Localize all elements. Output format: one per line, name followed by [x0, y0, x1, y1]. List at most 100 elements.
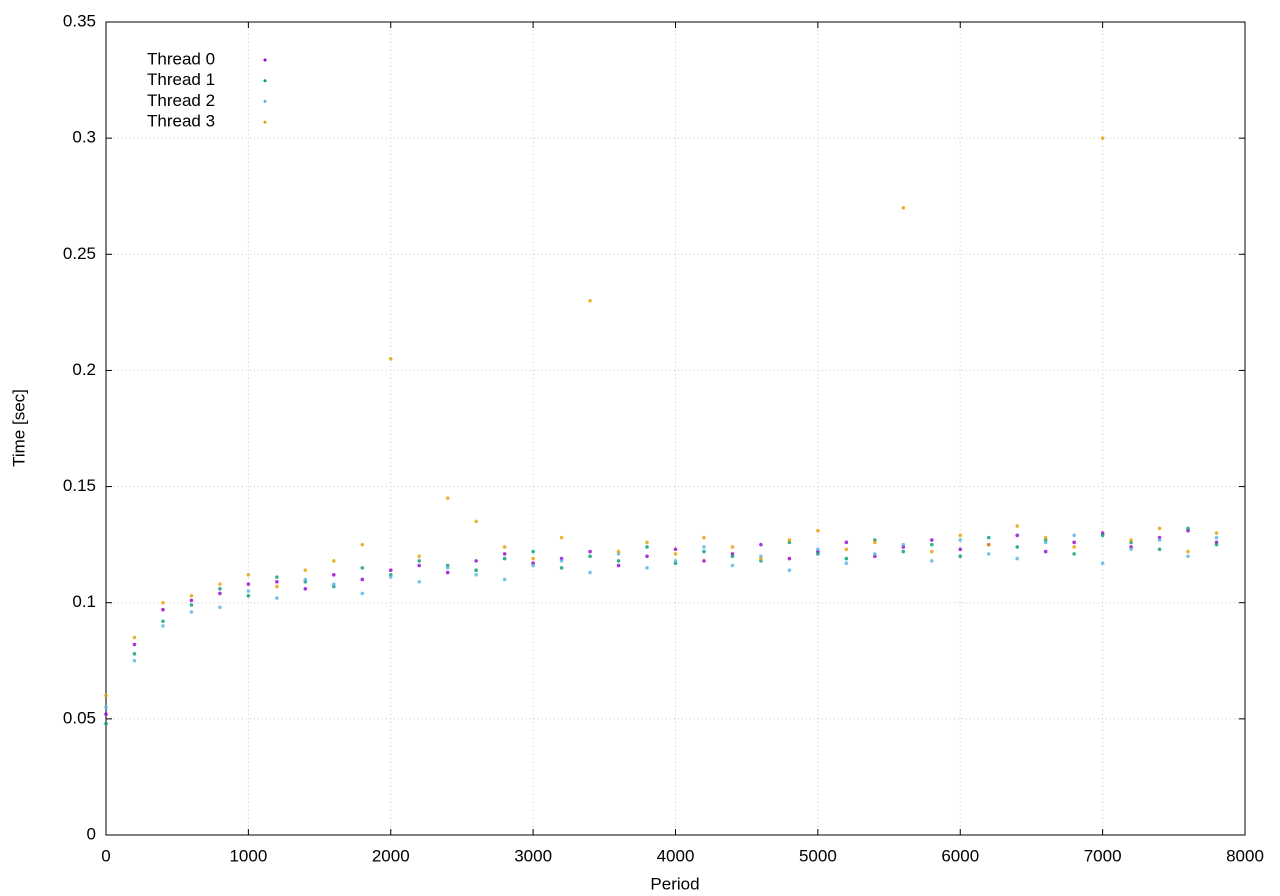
point — [759, 556, 763, 561]
point — [816, 552, 820, 556]
point — [645, 540, 649, 545]
point — [1015, 533, 1019, 538]
point — [1072, 540, 1076, 545]
point — [816, 547, 820, 552]
point — [417, 554, 422, 559]
legend-marker — [263, 99, 267, 103]
point — [502, 577, 507, 582]
point — [559, 559, 564, 563]
x-tick-label: 7000 — [1084, 846, 1122, 865]
legend-marker — [263, 120, 267, 124]
point — [787, 568, 792, 572]
point — [189, 610, 194, 614]
point — [360, 577, 365, 582]
point — [616, 559, 621, 563]
point — [1157, 526, 1162, 531]
point — [474, 559, 478, 563]
point — [1186, 554, 1190, 559]
y-tick-label: 0.15 — [63, 476, 96, 495]
point — [645, 566, 649, 570]
legend-marker — [263, 79, 267, 83]
point — [559, 535, 564, 540]
point — [901, 542, 906, 547]
legend-marker — [263, 58, 267, 62]
point — [189, 603, 194, 607]
point — [787, 538, 792, 542]
x-tick-label: 2000 — [372, 846, 410, 865]
point — [161, 624, 165, 628]
point — [958, 554, 963, 559]
point — [275, 596, 279, 600]
point — [246, 593, 251, 598]
point — [246, 589, 251, 593]
point — [702, 535, 706, 540]
point — [246, 582, 251, 586]
point — [958, 533, 963, 538]
point — [844, 547, 849, 552]
x-tick-label: 3000 — [514, 846, 552, 865]
x-tick-label: 8000 — [1226, 846, 1264, 865]
point — [417, 563, 422, 568]
point — [132, 642, 137, 647]
point — [104, 693, 108, 698]
point — [1100, 533, 1105, 538]
point — [303, 586, 308, 591]
y-axis-label: Time [sec] — [9, 389, 28, 467]
point — [1015, 545, 1019, 549]
point — [929, 549, 934, 554]
point — [531, 556, 535, 561]
point — [445, 570, 450, 575]
point — [616, 549, 621, 554]
x-tick-label: 6000 — [941, 846, 979, 865]
point — [1214, 531, 1219, 535]
point — [816, 528, 820, 533]
point — [673, 547, 678, 552]
point — [873, 552, 877, 556]
point — [388, 568, 393, 572]
point — [218, 605, 222, 610]
point — [189, 598, 194, 603]
legend-label: Thread 1 — [147, 70, 215, 89]
x-axis-label: Period — [650, 874, 699, 893]
point — [474, 519, 478, 524]
point — [901, 549, 906, 554]
point — [1072, 545, 1076, 549]
point — [673, 552, 678, 556]
point — [986, 535, 991, 540]
point — [388, 575, 393, 579]
point — [730, 545, 735, 549]
point — [1129, 547, 1133, 552]
point — [645, 554, 649, 559]
point — [1186, 549, 1190, 554]
point — [673, 559, 678, 563]
point — [1100, 136, 1105, 140]
point — [787, 556, 792, 561]
point — [303, 577, 308, 582]
point — [958, 547, 963, 552]
point — [474, 568, 478, 572]
point — [132, 635, 137, 640]
point — [1214, 542, 1219, 547]
point — [104, 721, 108, 726]
point — [958, 538, 963, 542]
point — [275, 580, 279, 584]
point — [873, 540, 877, 545]
point — [730, 554, 735, 559]
y-tick-label: 0.1 — [72, 592, 96, 611]
point — [360, 542, 365, 547]
point — [929, 542, 934, 547]
y-tick-label: 0.25 — [63, 244, 96, 263]
point — [417, 559, 422, 563]
point — [616, 563, 621, 568]
point — [1043, 535, 1048, 540]
point — [588, 549, 592, 554]
legend-label: Thread 2 — [147, 91, 215, 110]
point — [1186, 526, 1190, 531]
point — [1157, 538, 1162, 542]
point — [702, 549, 706, 554]
point — [388, 357, 393, 361]
point — [1214, 535, 1219, 540]
point — [161, 607, 165, 612]
y-tick-label: 0 — [87, 824, 96, 843]
